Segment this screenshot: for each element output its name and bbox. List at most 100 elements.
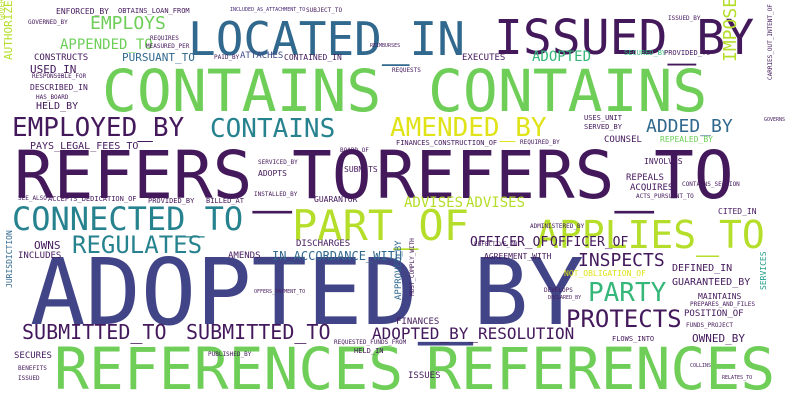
- word-defined-in: DEFINED_IN: [672, 263, 733, 274]
- word-subject-to: SUBJECT_TO: [306, 7, 343, 14]
- word-held-by: HELD_BY: [36, 101, 79, 112]
- word-administered-by: ADMINISTERED_BY: [530, 223, 585, 230]
- word-collins: COLLINS: [690, 363, 712, 369]
- word-board-of: BOARD_OF: [340, 147, 369, 154]
- word-pays-legal-fees-to: PAYS_LEGAL_FEES_TO: [30, 141, 139, 152]
- word-counsel: COUNSEL: [604, 135, 642, 145]
- word-submitted-to-2: SUBMITTED_TO: [186, 320, 331, 344]
- word-governs: GOVERNS: [764, 117, 786, 123]
- word-must-comply-with: MUST_COMPLY_WITH: [409, 238, 416, 296]
- word-regulates: REGULATES: [72, 231, 203, 259]
- word-in-accordance-with: IN_ACCORDANCE_WITH: [272, 249, 403, 263]
- word-requests: REQUESTS: [392, 67, 421, 74]
- word-issued: ISSUED: [18, 375, 40, 382]
- word-benefits: BENEFITS: [18, 365, 47, 372]
- word-adopted: ADOPTED: [532, 49, 592, 65]
- word-connected-to: CONNECTED_TO: [12, 200, 244, 238]
- word-attaches: ATTACHES: [240, 51, 284, 61]
- word-obtains-loan-from: OBTAINS_LOAN_FROM: [118, 7, 190, 15]
- word-officer-of-2: OFFICER_OF: [550, 235, 629, 250]
- word-contains-2: CONTAINS: [428, 57, 708, 125]
- word-includes: INCLUDES: [18, 251, 62, 261]
- word-requires: REQUIRES: [150, 35, 179, 42]
- word-officer-of-1: OFFICER_OF: [470, 235, 549, 250]
- word-required-by: REQUIRED_BY: [520, 139, 560, 146]
- word-services: SERVICES: [759, 251, 768, 290]
- word-governed-by: GOVERNED_BY: [28, 19, 68, 26]
- word-protects: PROTECTS: [566, 305, 682, 333]
- word-measured-per: MEASURED_PER: [146, 43, 190, 50]
- word-added-by: ADDED_BY: [646, 116, 733, 137]
- word-repealed-by: REPEALED_BY: [660, 135, 713, 144]
- word-see-also: SEE_ALSO: [18, 195, 47, 202]
- word-governed-by-v: GOVERNED_BY: [0, 0, 6, 20]
- word-located-in: LOCATED_IN: [188, 12, 465, 66]
- word-contained-in: CONTAINED_IN: [284, 53, 342, 62]
- word-involves: INVOLVES: [644, 157, 683, 166]
- word-provided-by: PROVIDED_BY: [148, 197, 195, 205]
- word-contains-section: CONTAINS_SECTION: [682, 181, 740, 188]
- word-carries-out-intent-of: CARRIES_OUT_INTENT_OF: [767, 4, 774, 80]
- word-guaranteed-by: GUARANTEED_BY: [672, 277, 751, 288]
- word-billed-at: BILLED_AT: [206, 197, 244, 205]
- word-position-of: POSITION_OF: [684, 309, 744, 319]
- word-repeals: REPEALS: [626, 173, 664, 183]
- word-held-in: HELD_IN: [354, 347, 384, 355]
- word-constructs: CONSTRUCTS: [34, 53, 89, 63]
- word-secured-by: SECURED_BY: [624, 49, 667, 57]
- word-provided-to: PROVIDED_TO: [664, 49, 711, 57]
- word-secures: SECURES: [14, 351, 52, 361]
- word-applies-to: APPLIES_TO: [536, 213, 765, 257]
- word-maintains: MAINTAINS: [698, 292, 742, 301]
- word-references-2: REFERENCES: [426, 335, 776, 403]
- word-adopts: ADOPTS: [258, 169, 287, 178]
- word-declared-by: DECLARED_BY: [548, 295, 582, 301]
- word-adopted-by-resolution: ADOPTED_BY_RESOLUTION: [372, 324, 575, 343]
- word-finances-construction-of: FINANCES_CONSTRUCTION_OF: [396, 139, 498, 147]
- word-employed-by: EMPLOYED_BY: [12, 113, 185, 143]
- word-employs: EMPLOYS: [90, 13, 166, 34]
- word-serviced-by: SERVICED_BY: [258, 159, 298, 166]
- word-published-by: PUBLISHED_BY: [208, 351, 252, 358]
- word-develops: DEVELOPS: [544, 287, 573, 294]
- word-issues: ISSUES: [408, 371, 441, 381]
- word-paid-by: PAID_BY: [214, 54, 240, 61]
- word-discharges: DISCHARGES: [296, 239, 351, 249]
- word-imposed-by: IMPOSED_BY: [720, 0, 741, 62]
- word-advises-1: ADVISES: [404, 195, 464, 211]
- word-accepts-dedication-of: ACCEPTS_DEDICATION_OF: [48, 195, 137, 203]
- word-not-obligation-of: NOT_OBLIGATION_OF: [564, 269, 646, 278]
- word-advises-2: ADVISES: [466, 195, 526, 211]
- word-has-board: HAS_BOARD: [36, 94, 69, 101]
- word-effective-on: EFFECTIVE_ON: [474, 241, 518, 248]
- word-refers-to-1: REFERS_TO: [14, 137, 372, 214]
- word-party: PARTY: [588, 278, 667, 308]
- word-defines: DEFINES: [183, 274, 190, 300]
- word-funds-project: FUNDS_PROJECT: [686, 322, 733, 329]
- word-acts-pursuant-to: ACTS_PURSUANT_TO: [636, 193, 694, 200]
- word-finances: FINANCES: [396, 317, 440, 327]
- word-cited-in: CITED_IN: [718, 207, 757, 216]
- word-submitted-to-1: SUBMITTED_TO: [22, 320, 167, 344]
- word-jurisdiction: JURISDICTION: [5, 230, 14, 288]
- word-submits: SUBMITS: [344, 165, 378, 174]
- word-requested-funds-from: REQUESTED_FUNDS_FROM: [334, 339, 407, 346]
- word-references-1: REFERENCES: [54, 335, 404, 403]
- word-described-in: DESCRIBED_IN: [30, 83, 88, 92]
- word-contains-3: CONTAINS: [210, 114, 336, 144]
- word-amended-by: AMENDED_BY: [390, 113, 547, 143]
- word-inspects: INSPECTS: [578, 250, 665, 271]
- word-pursuant-to: PURSUANT_TO: [122, 51, 195, 64]
- word-owned-by: OWNED_BY: [692, 332, 745, 345]
- word-refers-to-2: REFERS_TO: [376, 137, 734, 214]
- word-prepares-and-files: PREPARES_AND_FILES: [690, 301, 756, 308]
- word-part-of: PART_OF: [292, 201, 470, 250]
- word-acquires: ACQUIRES: [630, 183, 674, 193]
- word-responsible-for: RESPONSIBLE_FOR: [32, 73, 87, 80]
- word-reimburses: REIMBURSES: [370, 43, 401, 49]
- word-offers-payment-to: OFFERS_PAYMENT_TO: [254, 289, 306, 295]
- word-installed-by: INSTALLED_BY: [254, 191, 298, 198]
- word-flows-into: FLOWS_INTO: [612, 335, 655, 343]
- word-appended-to: APPENDED_TO: [60, 37, 153, 53]
